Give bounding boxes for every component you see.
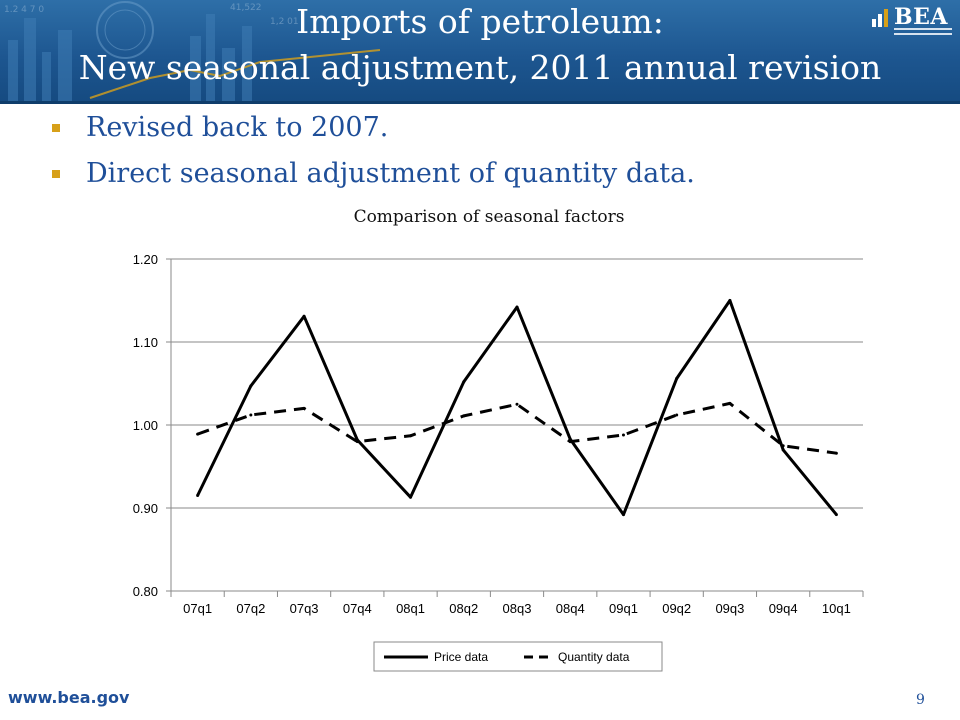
x-tick-label: 07q2 (236, 601, 265, 616)
data-point (568, 440, 572, 444)
slide-title-line2: New seasonal adjustment, 2011 annual rev… (78, 48, 882, 87)
y-tick-label: 0.90 (133, 501, 158, 516)
data-point (781, 448, 785, 452)
x-tick-label: 10q1 (822, 601, 851, 616)
x-tick-label: 09q2 (662, 601, 691, 616)
x-tick-label: 09q3 (715, 601, 744, 616)
bullet-text: Revised back to 2007. (86, 112, 389, 143)
x-tick-label: 07q4 (343, 601, 372, 616)
svg-text:41,522: 41,522 (230, 3, 262, 13)
data-point (249, 384, 253, 388)
data-point (302, 406, 306, 410)
data-point (675, 377, 679, 381)
data-point (621, 433, 625, 437)
quantity-data-line (197, 401, 837, 455)
bea-logo-icon (872, 9, 888, 27)
legend-label: Price data (434, 650, 488, 664)
x-tick-label: 09q4 (769, 601, 798, 616)
legend-label: Quantity data (558, 650, 630, 664)
data-point (409, 495, 413, 499)
data-point (196, 494, 200, 498)
data-point (355, 440, 359, 444)
data-point (249, 413, 253, 417)
data-point (834, 513, 838, 517)
logo-subline (894, 33, 952, 35)
logo-subline (894, 28, 952, 30)
data-point (302, 314, 306, 318)
data-point (462, 380, 466, 384)
bea-logo: BEA (872, 4, 952, 40)
data-point (675, 413, 679, 417)
data-point (621, 513, 625, 517)
data-point (728, 401, 732, 405)
y-tick-label: 1.10 (133, 335, 158, 350)
data-point (196, 432, 200, 436)
x-tick-label: 07q1 (183, 601, 212, 616)
data-point (781, 444, 785, 448)
svg-text:1.2 4 7 0: 1.2 4 7 0 (4, 5, 44, 15)
header-rule (0, 101, 960, 104)
data-point (462, 414, 466, 418)
x-tick-label: 09q1 (609, 601, 638, 616)
y-tick-label: 1.00 (133, 418, 158, 433)
data-point (728, 299, 732, 302)
x-tick-label: 08q4 (556, 601, 585, 616)
logo-text: BEA (894, 4, 948, 30)
x-tick-label: 08q1 (396, 601, 425, 616)
page-number: 9 (916, 692, 925, 708)
bullet-marker-icon (52, 124, 60, 132)
svg-text:1,2 01: 1,2 01 (270, 17, 299, 27)
chart-title: Comparison of seasonal factors (353, 207, 625, 227)
data-point (834, 451, 838, 455)
x-tick-label: 08q2 (449, 601, 478, 616)
slide-header: 1.2 4 7 0 41,522 1,2 01 Imports of petro… (0, 0, 960, 104)
header-skyline-graphic: 1.2 4 7 0 41,522 1,2 01 (4, 1, 380, 104)
bullet-text: Direct seasonal adjustment of quantity d… (86, 158, 695, 189)
y-tick-label: 1.20 (133, 252, 158, 267)
x-tick-label: 08q3 (503, 601, 532, 616)
y-tick-label: 0.80 (133, 584, 158, 599)
data-point (515, 305, 519, 309)
data-point (409, 434, 413, 438)
bullet-marker-icon (52, 170, 60, 178)
data-point (515, 402, 519, 406)
slide-title-line1: Imports of petroleum: (296, 2, 664, 41)
x-tick-label: 07q3 (290, 601, 319, 616)
footer-url[interactable]: www.bea.gov (8, 688, 130, 707)
price-data-line (196, 299, 838, 517)
